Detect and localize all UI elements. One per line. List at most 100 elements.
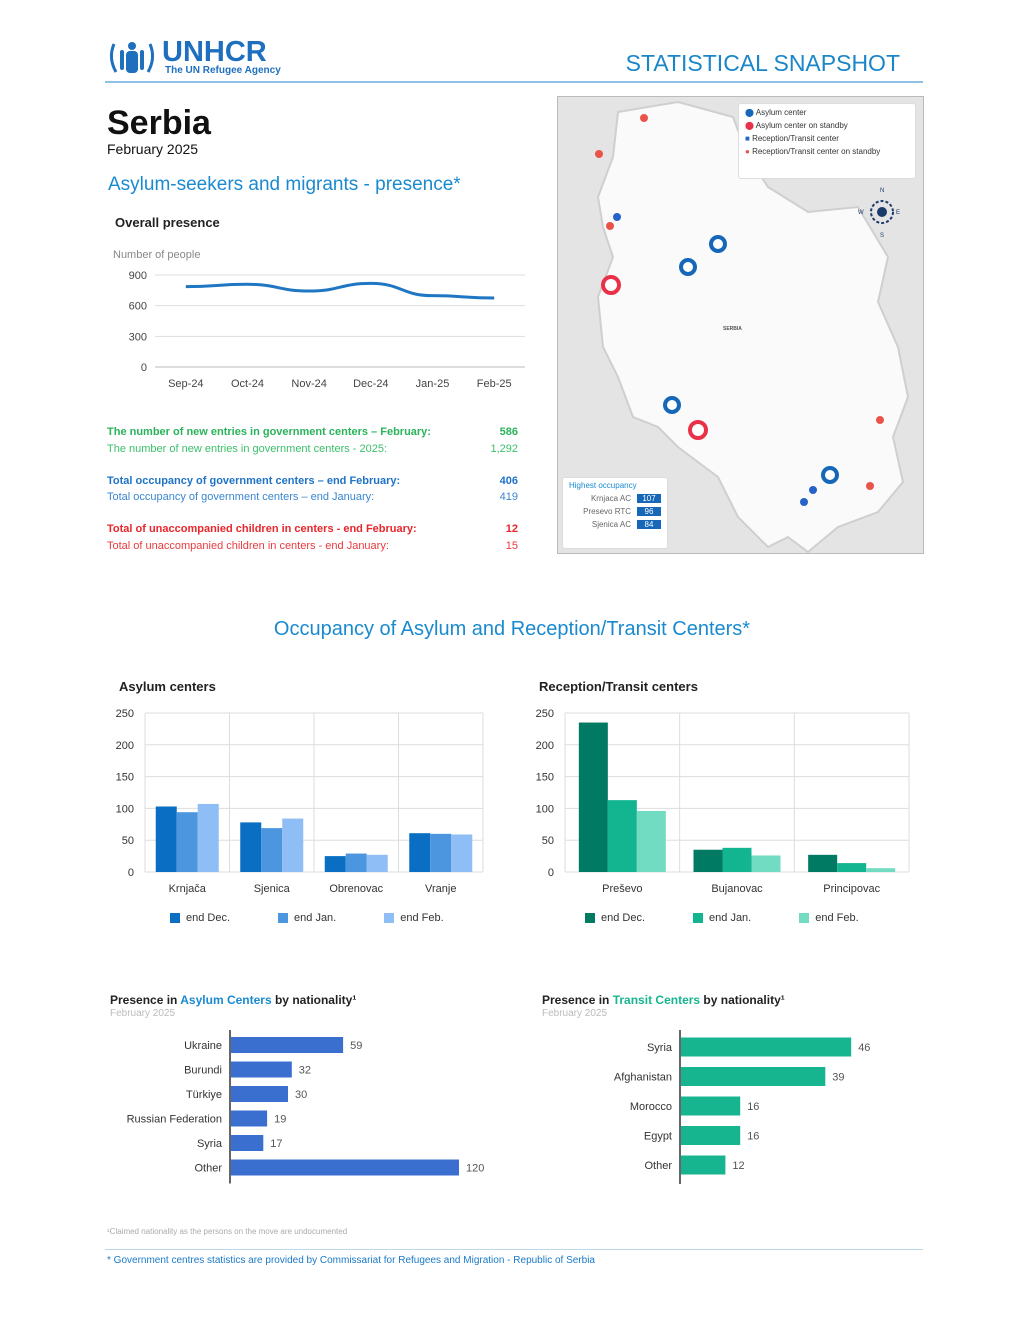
value-label: 30 <box>295 1089 307 1101</box>
bar <box>681 1126 741 1145</box>
value-label: 19 <box>274 1114 286 1126</box>
nat-transit-subtitle: February 2025 <box>542 1008 608 1019</box>
center-value: 107 <box>637 494 661 503</box>
stat-value: 406 <box>499 475 518 487</box>
x-tick-label: Dec-24 <box>353 378 388 390</box>
legend-item: end Jan. <box>693 912 751 924</box>
stat-row: Total occupancy of government centers – … <box>107 475 518 487</box>
bar <box>231 1061 292 1078</box>
transit-chart-legend: end Dec. end Jan. end Feb. <box>585 912 859 924</box>
x-tick-label: Preševo <box>602 883 642 895</box>
legend-transit-center: ■ Reception/Transit center <box>745 134 839 143</box>
center-name: Krnjaca AC <box>590 494 631 503</box>
legend-transit-standby: ● Reception/Transit center on standby <box>745 147 881 156</box>
y-tick-label: 150 <box>116 772 134 784</box>
y-tick-label: 0 <box>141 362 147 374</box>
nat-asylum-subtitle: February 2025 <box>110 1008 176 1019</box>
stat-label: The number of new entries in government … <box>107 426 431 438</box>
category-label: Syria <box>197 1138 223 1150</box>
line-chart-title: Overall presence <box>115 215 220 230</box>
stat-label: The number of new entries in government … <box>107 443 388 455</box>
category-label: Egypt <box>644 1131 672 1143</box>
value-label: 59 <box>350 1040 362 1052</box>
bar <box>231 1159 459 1176</box>
map-country-label: SERBIA <box>723 326 742 332</box>
category-label: Morocco <box>630 1101 672 1113</box>
x-tick-label: Nov-24 <box>291 378 326 390</box>
serbia-map: SERBIA N S E W <box>595 100 910 554</box>
stat-value: 586 <box>499 426 518 438</box>
svg-text:E: E <box>896 210 900 216</box>
asylum-nationality-chart: Ukraine 59 Burundi 32 Türkiye 30 Russian Feder… <box>127 1030 484 1184</box>
value-label: 17 <box>270 1138 282 1150</box>
bar <box>409 833 431 872</box>
stat-label: Total occupancy of government centers – … <box>107 475 401 487</box>
value-label: 39 <box>832 1072 844 1084</box>
bar <box>231 1086 288 1102</box>
x-tick-label: Principovac <box>823 883 880 895</box>
bar <box>837 863 867 872</box>
legend-item: end Feb. <box>799 912 859 924</box>
legend-item: end Dec. <box>170 912 230 924</box>
category-label: Türkiye <box>186 1089 222 1101</box>
center-name: Presevo RTC <box>583 507 631 516</box>
bar <box>607 800 637 872</box>
stat-row: Total of unaccompanied children in cente… <box>107 523 518 535</box>
stat-row: The number of new entries in government … <box>107 443 518 455</box>
stat-value: 12 <box>505 523 518 535</box>
bar <box>197 803 219 872</box>
legend-asylum-standby: ⬤ Asylum center on standby <box>745 121 848 130</box>
section-title-occupancy: Occupancy of Asylum and Reception/Transi… <box>273 618 751 640</box>
bar <box>366 854 388 872</box>
overall-presence-line-chart: 0 300 600 900 Sep-24 Oct-24 Nov-24 Dec-24 Jan-25… <box>129 270 525 390</box>
bar <box>578 722 608 872</box>
y-tick-label: 250 <box>116 708 134 720</box>
x-tick-label: Jan-25 <box>416 378 450 390</box>
unhcr-logo <box>106 36 158 83</box>
stat-label: Total of unaccompanied children in cente… <box>107 540 389 552</box>
stat-value: 1,292 <box>490 443 518 455</box>
value-label: 16 <box>747 1131 759 1143</box>
svg-text:S: S <box>880 233 884 239</box>
highest-occupancy-box: Highest occupancy Krnjaca AC 107 Presevo R… <box>562 477 668 549</box>
bar <box>681 1067 826 1086</box>
y-tick-label: 150 <box>536 772 554 784</box>
bar <box>231 1037 344 1053</box>
bar <box>636 810 666 872</box>
unhcr-emblem-icon <box>109 42 155 73</box>
asylum-centers-bar-chart: 0 50 100 150 200 250 Krnjača Sjenica Obrenovac Vr… <box>116 708 484 895</box>
bar <box>231 1110 268 1127</box>
category-label: Russian Federation <box>127 1114 222 1126</box>
svg-text:N: N <box>880 188 884 194</box>
serbia-outline <box>596 100 910 554</box>
y-tick-label: 300 <box>129 331 147 343</box>
category-label: Other <box>194 1163 222 1175</box>
asylum-chart-title: Asylum centers <box>119 679 216 694</box>
x-tick-label: Obrenovac <box>329 883 383 895</box>
value-label: 16 <box>747 1101 759 1113</box>
x-tick-label: Feb-25 <box>477 378 512 390</box>
y-tick-label: 100 <box>536 803 554 815</box>
footer-source: * Government centres statistics are prov… <box>107 1255 595 1266</box>
legend-item: end Dec. <box>585 912 645 924</box>
y-tick-label: 200 <box>536 740 554 752</box>
highest-occupancy-row: Krnjaca AC 107 <box>569 494 661 503</box>
presence-line <box>185 281 495 300</box>
category-label: Burundi <box>184 1065 222 1077</box>
highest-occupancy-row: Sjenica AC 84 <box>569 520 661 529</box>
y-tick-label: 50 <box>122 835 134 847</box>
nat-asylum-title: Presence in Asylum Centers by nationalit… <box>110 993 357 1007</box>
x-tick-label: Sep-24 <box>168 378 203 390</box>
bar <box>808 854 838 872</box>
section-title-presence: Asylum-seekers and migrants - presence* <box>108 174 461 195</box>
bar <box>722 847 752 872</box>
category-label: Other <box>644 1160 672 1172</box>
bar <box>681 1155 726 1175</box>
x-tick-label: Krnjača <box>169 883 207 895</box>
bar <box>324 856 346 872</box>
transit-chart-title: Reception/Transit centers <box>539 679 698 694</box>
legend-item: end Jan. <box>278 912 336 924</box>
map[interactable]: SERBIA N S E W ⬤ Asylum center ⬤ Asylum cen… <box>557 96 924 554</box>
y-tick-label: 200 <box>116 740 134 752</box>
category-label: Ukraine <box>184 1040 222 1052</box>
